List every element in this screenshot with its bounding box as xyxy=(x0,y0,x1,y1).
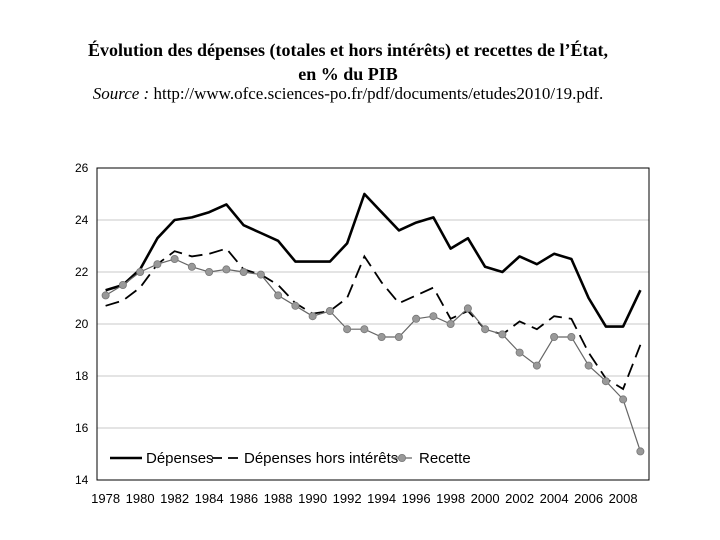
series-recette-point-1992 xyxy=(343,325,352,334)
x-tick-1982: 1982 xyxy=(160,491,189,506)
x-tick-2000: 2000 xyxy=(471,491,500,506)
series-recette-point-1980 xyxy=(136,267,145,276)
y-tick-20: 20 xyxy=(75,317,89,331)
series-depenses-line xyxy=(105,192,642,328)
legend-depenses-hors-interets-label: Dépenses hors intérêts xyxy=(244,450,398,467)
x-tick-1988: 1988 xyxy=(264,491,293,506)
chart-title: Évolution des dépenses (totales et hors … xyxy=(0,38,696,86)
series-recette-point-2005 xyxy=(567,332,576,341)
x-tick-1994: 1994 xyxy=(367,491,396,506)
series-recette-point-1990 xyxy=(308,312,317,321)
x-tick-2004: 2004 xyxy=(540,491,569,506)
series-recette-point-1981 xyxy=(153,260,162,269)
series-group xyxy=(101,192,645,456)
chart-title-line2: en % du PIB xyxy=(298,64,398,84)
x-tick-1992: 1992 xyxy=(333,491,362,506)
series-recette-point-2000 xyxy=(481,325,490,334)
series-recette-point-1999 xyxy=(463,304,472,313)
y-tick-labels: 14 16 18 20 22 24 26 xyxy=(75,161,89,487)
series-recette-point-1995 xyxy=(394,332,403,341)
series-recette-point-1994 xyxy=(377,332,386,341)
y-tick-18: 18 xyxy=(75,369,89,383)
series-recette-point-2007 xyxy=(601,377,610,386)
series-recette-point-2004 xyxy=(550,332,559,341)
series-recette-point-2008 xyxy=(619,395,628,404)
series-depenses-hors-interets-line xyxy=(105,247,642,391)
source-label: Source : xyxy=(92,84,150,103)
series-recette-point-1997 xyxy=(429,312,438,321)
series-recette-point-2009 xyxy=(636,447,645,456)
legend: Dépenses Dépenses hors intérêts Recette xyxy=(110,450,471,467)
x-tick-1978: 1978 xyxy=(91,491,120,506)
series-recette-point-1998 xyxy=(446,319,455,328)
series-recette-line xyxy=(105,258,641,452)
series-recette-point-1982 xyxy=(170,254,179,263)
plot-area-border xyxy=(96,167,650,481)
series-recette-point-1984 xyxy=(205,267,214,276)
series-recette-point-1986 xyxy=(239,267,248,276)
series-recette-point-1983 xyxy=(187,262,196,271)
x-tick-2002: 2002 xyxy=(505,491,534,506)
legend-recette-label: Recette xyxy=(419,450,471,467)
legend-recette-marker xyxy=(397,453,406,462)
series-recette-point-1991 xyxy=(325,306,334,315)
x-tick-labels: 1978 1980 1982 1984 1986 1988 1990 1992 1994 1996… xyxy=(91,491,637,506)
series-recette-point-2001 xyxy=(498,330,507,339)
series-recette-point-2003 xyxy=(532,361,541,370)
source-url: http://www.ofce.sciences-po.fr/pdf/docum… xyxy=(153,84,604,103)
x-tick-1996: 1996 xyxy=(402,491,431,506)
series-recette-point-2002 xyxy=(515,348,524,357)
series-recette-point-1989 xyxy=(291,301,300,310)
series-recette-point-1988 xyxy=(274,291,283,300)
y-tick-14: 14 xyxy=(75,473,89,487)
y-tick-16: 16 xyxy=(75,421,89,435)
source-line: Source : http://www.ofce.sciences-po.fr/… xyxy=(0,84,696,104)
series-recette-point-1993 xyxy=(360,325,369,334)
y-tick-26: 26 xyxy=(75,161,89,175)
series-recette-point-1987 xyxy=(256,270,265,279)
x-tick-1986: 1986 xyxy=(229,491,258,506)
series-recette-point-1996 xyxy=(412,314,421,323)
x-tick-1984: 1984 xyxy=(195,491,224,506)
x-tick-2006: 2006 xyxy=(574,491,603,506)
grid-lines xyxy=(97,219,649,429)
x-tick-2008: 2008 xyxy=(609,491,638,506)
series-recette-point-1979 xyxy=(118,280,127,289)
y-tick-24: 24 xyxy=(75,213,89,227)
x-tick-1990: 1990 xyxy=(298,491,327,506)
x-tick-1980: 1980 xyxy=(126,491,155,506)
y-tick-22: 22 xyxy=(75,265,89,279)
chart-title-line1: Évolution des dépenses (totales et hors … xyxy=(87,40,609,60)
legend-depenses-label: Dépenses xyxy=(146,450,214,467)
series-recette-point-2006 xyxy=(584,361,593,370)
series-recette-point-1978 xyxy=(101,291,110,300)
series-recette-point-1985 xyxy=(222,265,231,274)
x-tick-1998: 1998 xyxy=(436,491,465,506)
